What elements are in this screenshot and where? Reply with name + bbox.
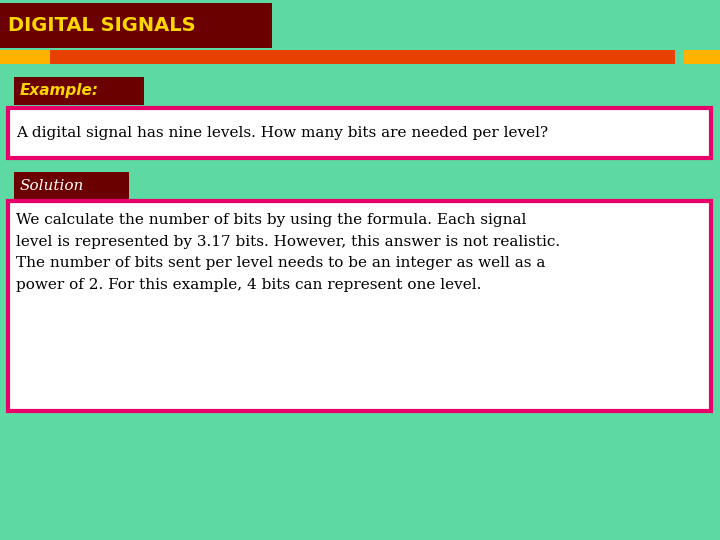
Bar — [50, 50, 675, 64]
Text: Example:: Example: — [20, 84, 99, 98]
Bar — [14, 172, 129, 199]
Bar — [0, 50, 50, 64]
Text: We calculate the number of bits by using the formula. Each signal
level is repre: We calculate the number of bits by using… — [16, 213, 560, 292]
Text: Solution: Solution — [20, 179, 84, 192]
Bar — [684, 50, 720, 64]
Bar — [14, 77, 144, 105]
Bar — [8, 108, 711, 158]
Text: A digital signal has nine levels. How many bits are needed per level?: A digital signal has nine levels. How ma… — [16, 126, 548, 140]
Bar — [0, 3, 272, 48]
Bar — [8, 201, 711, 411]
Text: DIGITAL SIGNALS: DIGITAL SIGNALS — [8, 16, 196, 35]
